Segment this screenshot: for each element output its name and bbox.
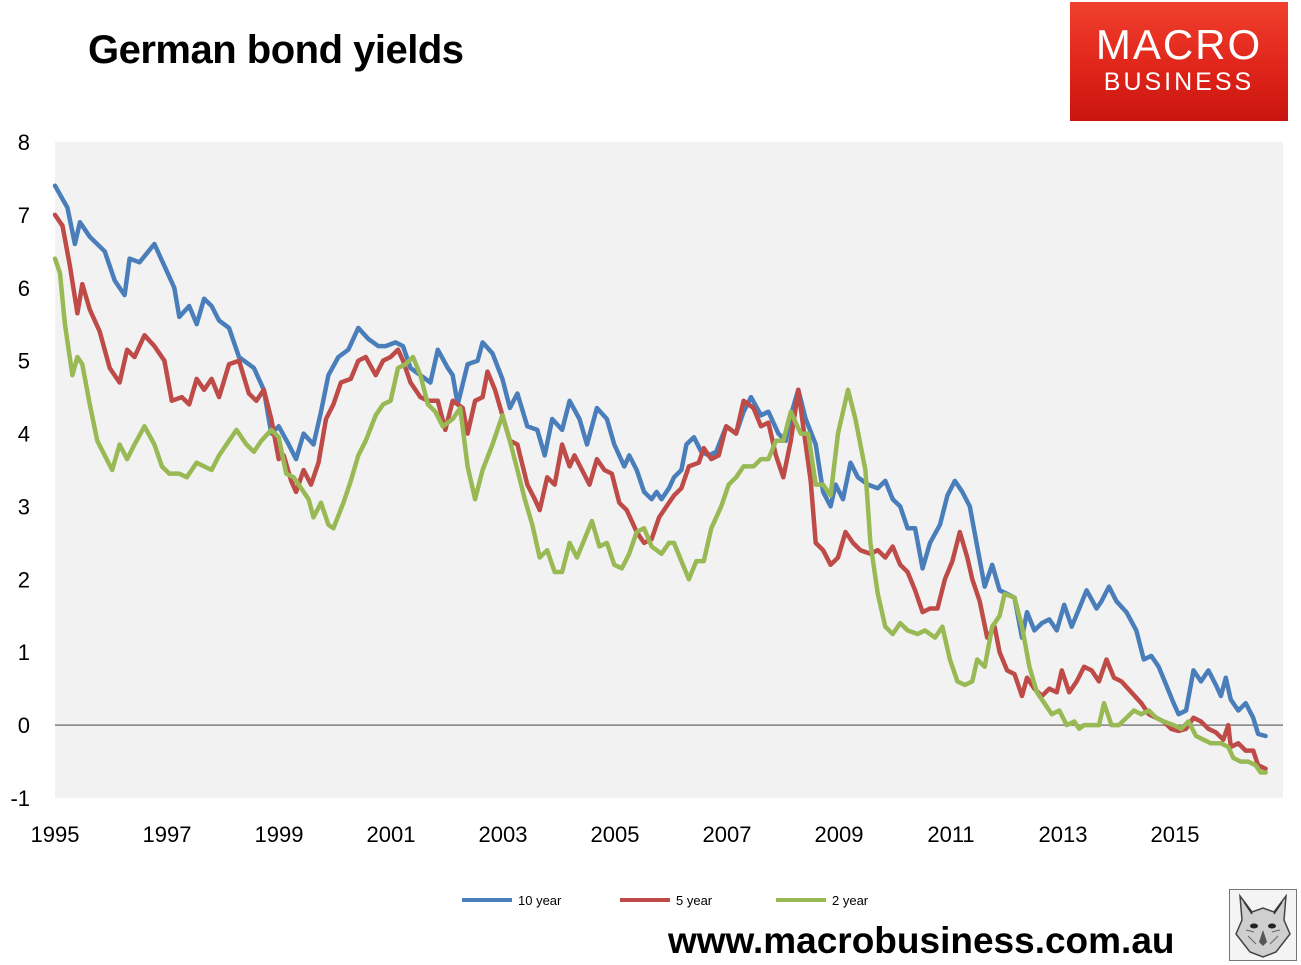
x-tick-label: 1997 xyxy=(143,822,192,847)
x-tick-label: 2013 xyxy=(1039,822,1088,847)
x-tick-label: 2007 xyxy=(703,822,752,847)
logo-line-2: BUSINESS xyxy=(1103,68,1255,96)
macrobusiness-logo: MACRO BUSINESS xyxy=(1070,2,1288,121)
plot-area xyxy=(55,142,1283,798)
y-axis: 8 7 6 5 4 3 2 1 0 -1 xyxy=(10,130,30,811)
y-tick-label: 6 xyxy=(18,276,30,301)
y-tick-label: -1 xyxy=(10,786,30,811)
legend-label: 10 year xyxy=(518,893,562,908)
legend-label: 5 year xyxy=(676,893,713,908)
y-tick-label: 2 xyxy=(18,567,30,592)
y-tick-label: 0 xyxy=(18,713,30,738)
y-tick-label: 3 xyxy=(18,494,30,519)
logo-line-1: MACRO xyxy=(1095,21,1263,68)
y-tick-label: 4 xyxy=(18,422,30,447)
y-tick-label: 8 xyxy=(18,130,30,155)
x-tick-label: 2005 xyxy=(591,822,640,847)
y-tick-label: 7 xyxy=(18,203,30,228)
x-axis: 1995 1997 1999 2001 2003 2005 2007 2009 2011 2013… xyxy=(31,822,1200,847)
x-tick-label: 2015 xyxy=(1151,822,1200,847)
x-tick-label: 2011 xyxy=(927,822,974,847)
x-tick-label: 2001 xyxy=(367,822,416,847)
x-tick-label: 1999 xyxy=(255,822,304,847)
series-layer xyxy=(52,183,1268,775)
x-tick-label: 2009 xyxy=(815,822,864,847)
y-tick-label: 5 xyxy=(18,349,30,374)
legend: 10 year 5 year 2 year xyxy=(462,893,869,908)
legend-label: 2 year xyxy=(832,893,869,908)
chart-title: German bond yields xyxy=(88,28,464,72)
footer-url: www.macrobusiness.com.au xyxy=(668,920,1175,961)
y-tick-label: 1 xyxy=(18,640,30,665)
x-tick-label: 1995 xyxy=(31,822,80,847)
series-line-10-year xyxy=(52,183,1268,739)
series-line-2-year xyxy=(52,256,1268,775)
x-tick-label: 2003 xyxy=(479,822,528,847)
wolf-head-icon xyxy=(1229,889,1297,961)
series-line-5-year xyxy=(52,212,1268,772)
